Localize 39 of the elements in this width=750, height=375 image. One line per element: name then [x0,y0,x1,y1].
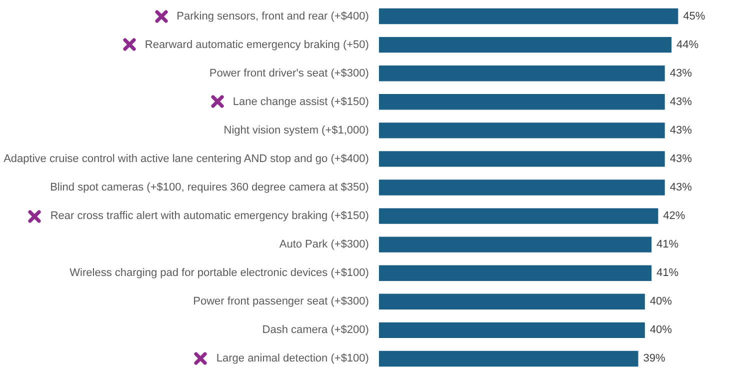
y-tick-label: Power front passenger seat (+$300) [193,296,369,308]
bar [378,8,678,24]
y-tick-label: Parking sensors, front and rear (+$400) [176,10,369,22]
y-tick-label: Rear cross traffic alert with automatic emergency braking (+$150) [50,210,369,222]
bar [378,294,645,310]
bar [378,322,645,338]
data-label: 40% [650,296,672,308]
bar [378,236,652,252]
y-tick-label: Adaptive cruise control with active lane centering AND stop and go (+$400) [4,152,369,165]
bar [378,36,672,53]
data-label: 42% [663,210,686,222]
bar [378,66,665,82]
bar [378,180,665,196]
data-label: 44% [676,38,699,51]
bar [378,350,638,367]
y-tick-label: Auto Park (+$300) [279,238,369,251]
y-tick-label: Night vision system (+$1,000) [224,124,369,136]
y-tick-label: Dash camera (+$200) [262,324,369,336]
y-tick-label: Rearward automatic emergency braking (+50) [144,38,369,51]
bar [378,94,665,110]
y-tick-label: Power front driver's seat (+$300) [209,67,369,80]
data-label: 43% [670,96,692,108]
data-label: 40% [650,324,672,336]
bar [378,265,652,281]
data-label: 41% [656,267,679,280]
data-label: 43% [670,67,692,80]
bar [378,208,658,224]
bar [378,151,665,167]
data-label: 45% [683,10,706,22]
bar [378,122,665,138]
y-tick-label: Blind spot cameras (+$100, requires 360 degree camera at $350) [50,182,369,194]
data-label: 39% [643,352,666,365]
y-tick-label: Large animal detection (+$100) [216,352,369,365]
data-label: 43% [670,124,692,136]
data-label: 43% [670,182,692,194]
y-tick-label: Lane change assist (+$150) [232,96,369,108]
data-label: 43% [670,152,692,165]
y-tick-label: Wireless charging pad for portable electronic devices (+$100) [70,267,369,280]
data-label: 41% [656,238,679,251]
